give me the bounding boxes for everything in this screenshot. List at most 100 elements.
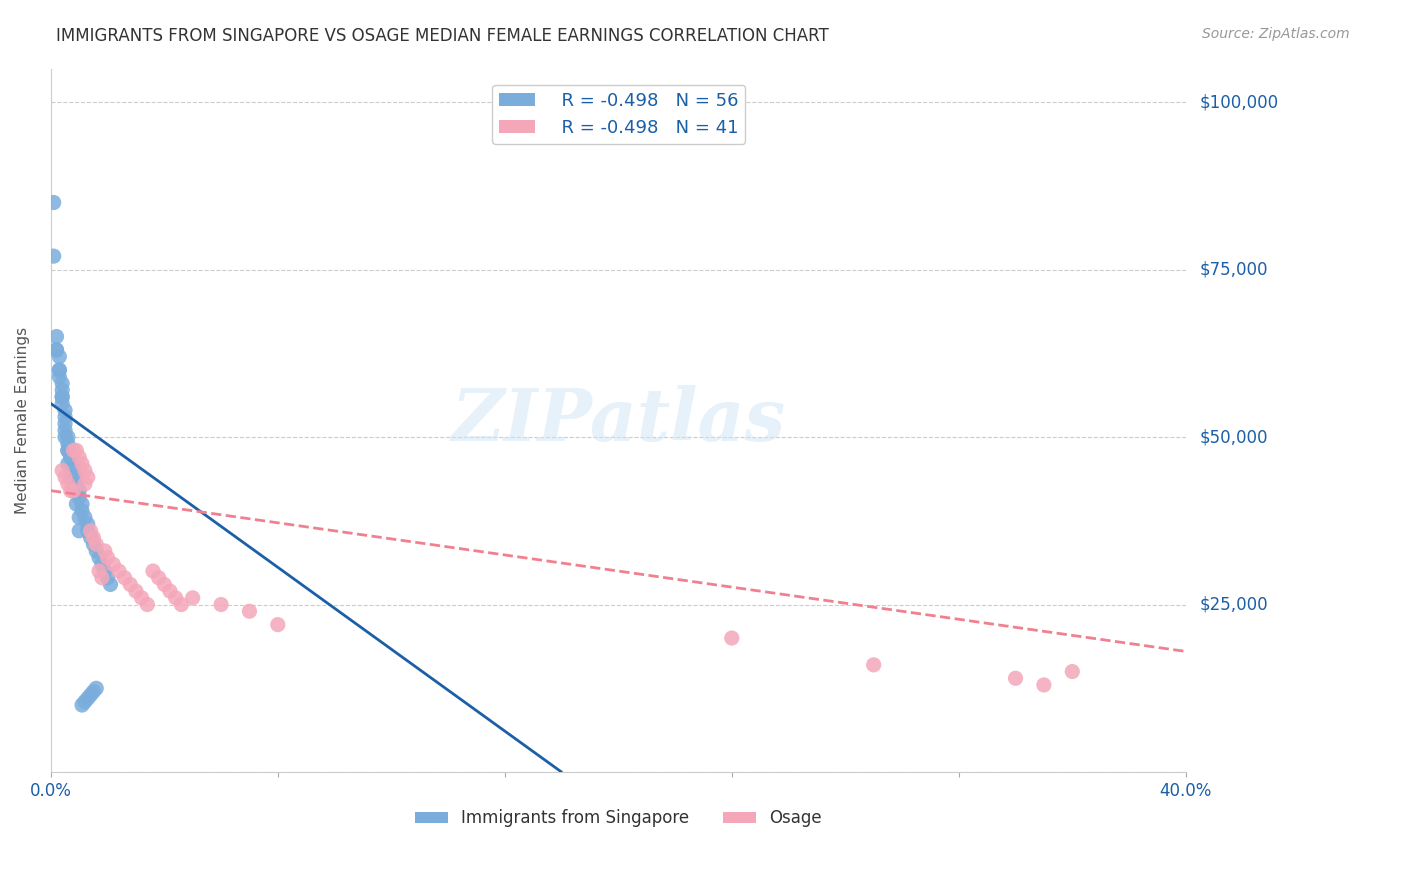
Point — [148, 571, 170, 585]
Point — [76, 517, 98, 532]
Point — [56, 477, 79, 491]
Point — [59, 470, 82, 484]
Point — [62, 464, 84, 478]
Point — [82, 684, 104, 698]
Point — [65, 443, 87, 458]
Point — [67, 483, 90, 498]
Point — [73, 464, 96, 478]
Point — [125, 584, 148, 599]
Point — [59, 483, 82, 498]
Text: ZIPatlas: ZIPatlas — [451, 384, 786, 456]
Point — [62, 483, 84, 498]
Point — [42, 249, 65, 263]
Point — [56, 443, 79, 458]
Point — [45, 329, 67, 343]
Point — [79, 531, 101, 545]
Point — [62, 457, 84, 471]
Point — [65, 497, 87, 511]
Point — [70, 497, 93, 511]
Point — [1004, 671, 1026, 685]
Point — [65, 477, 87, 491]
Point — [56, 436, 79, 450]
Point — [48, 363, 70, 377]
Point — [165, 591, 187, 605]
Point — [73, 695, 96, 709]
Point — [67, 524, 90, 538]
Point — [238, 604, 260, 618]
Point — [114, 571, 136, 585]
Text: $100,000: $100,000 — [1199, 93, 1279, 111]
Point — [97, 550, 120, 565]
Point — [159, 584, 181, 599]
Point — [62, 443, 84, 458]
Point — [100, 577, 122, 591]
Point — [90, 558, 112, 572]
Point — [51, 396, 73, 410]
Point — [79, 524, 101, 538]
Point — [45, 343, 67, 357]
Point — [48, 350, 70, 364]
Point — [70, 457, 93, 471]
Legend: Immigrants from Singapore, Osage: Immigrants from Singapore, Osage — [408, 803, 828, 834]
Point — [84, 681, 107, 696]
Point — [45, 343, 67, 357]
Point — [53, 409, 76, 424]
Point — [181, 591, 204, 605]
Point — [76, 691, 98, 706]
Point — [59, 450, 82, 464]
Point — [108, 564, 131, 578]
Point — [51, 390, 73, 404]
Point — [59, 450, 82, 464]
Point — [53, 403, 76, 417]
Point — [1062, 665, 1084, 679]
Point — [131, 591, 153, 605]
Text: Source: ZipAtlas.com: Source: ZipAtlas.com — [1202, 27, 1350, 41]
Point — [53, 423, 76, 437]
Point — [170, 598, 193, 612]
Point — [84, 537, 107, 551]
Point — [62, 483, 84, 498]
Y-axis label: Median Female Earnings: Median Female Earnings — [15, 326, 30, 514]
Point — [720, 631, 742, 645]
Point — [79, 688, 101, 702]
Text: $25,000: $25,000 — [1199, 596, 1268, 614]
Text: $75,000: $75,000 — [1199, 260, 1268, 278]
Point — [70, 698, 93, 712]
Text: $50,000: $50,000 — [1199, 428, 1268, 446]
Point — [67, 450, 90, 464]
Point — [67, 510, 90, 524]
Point — [153, 577, 176, 591]
Point — [67, 491, 90, 505]
Point — [136, 598, 159, 612]
Point — [51, 383, 73, 397]
Point — [76, 524, 98, 538]
Point — [87, 564, 110, 578]
Point — [76, 470, 98, 484]
Point — [120, 577, 142, 591]
Point — [65, 470, 87, 484]
Point — [73, 510, 96, 524]
Point — [90, 571, 112, 585]
Point — [51, 376, 73, 391]
Point — [53, 417, 76, 431]
Point — [70, 504, 93, 518]
Point — [93, 544, 115, 558]
Point — [862, 657, 884, 672]
Point — [56, 443, 79, 458]
Point — [82, 531, 104, 545]
Point — [56, 430, 79, 444]
Point — [73, 477, 96, 491]
Point — [142, 564, 165, 578]
Text: IMMIGRANTS FROM SINGAPORE VS OSAGE MEDIAN FEMALE EARNINGS CORRELATION CHART: IMMIGRANTS FROM SINGAPORE VS OSAGE MEDIA… — [56, 27, 830, 45]
Point — [51, 464, 73, 478]
Point — [103, 558, 125, 572]
Point — [82, 537, 104, 551]
Point — [209, 598, 232, 612]
Point — [42, 195, 65, 210]
Point — [1032, 678, 1054, 692]
Point — [56, 457, 79, 471]
Point — [97, 571, 120, 585]
Point — [93, 564, 115, 578]
Point — [267, 617, 290, 632]
Point — [51, 390, 73, 404]
